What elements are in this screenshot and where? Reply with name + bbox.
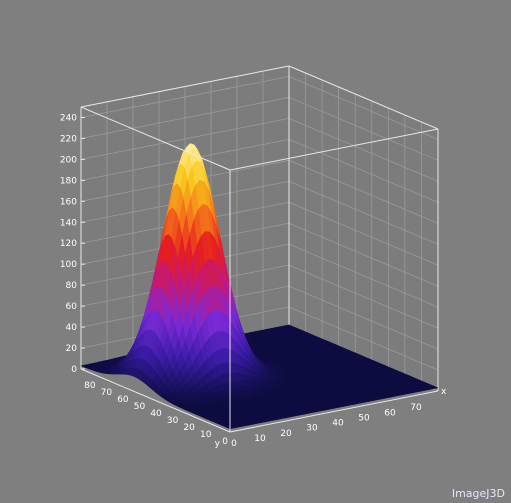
z-tick-label: 100 [60, 260, 77, 270]
back-wall-x [289, 66, 438, 391]
grid-line [288, 222, 439, 287]
y-tick-label: 40 [150, 409, 162, 419]
y-tick-label: 10 [200, 430, 212, 440]
z-tick-label: 200 [60, 155, 77, 165]
z-tick-label: 20 [66, 344, 78, 354]
grid-line [288, 264, 439, 329]
z-tick-label: 220 [60, 134, 77, 144]
z-tick-label: 40 [66, 323, 78, 333]
x-tick-label: 40 [332, 419, 344, 429]
surface-cell [226, 426, 236, 430]
grid-line [288, 243, 439, 308]
surface-layer [80, 143, 439, 430]
z-tick-label: 120 [60, 239, 77, 249]
y-tick-label: 30 [167, 416, 179, 426]
watermark: ImageJ3D [451, 487, 505, 500]
x-axis-label: x [441, 387, 447, 397]
box-edge [229, 128, 439, 171]
x-tick-label: 30 [306, 424, 318, 434]
y-tick-label: 60 [117, 395, 129, 405]
grid-line [288, 97, 439, 161]
y-tick-label: 70 [101, 388, 113, 398]
box-edge [229, 390, 439, 433]
x-tick-label: 10 [254, 434, 266, 444]
z-tick-label: 180 [60, 176, 77, 186]
grid-line [288, 285, 439, 350]
grid-line [288, 159, 439, 224]
y-tick-label: 50 [134, 402, 146, 412]
y-tick-label: 0 [222, 437, 228, 447]
box-edge [80, 106, 231, 171]
x-tick-label: 60 [384, 408, 396, 418]
x-tick-label: 70 [410, 403, 422, 413]
x-tick-label: 0 [231, 439, 237, 449]
box-edge [288, 65, 439, 130]
z-tick-label: 140 [60, 218, 77, 228]
grid-line [288, 76, 439, 140]
z-tick-label: 0 [71, 365, 77, 375]
x-tick-label: 50 [358, 413, 370, 423]
z-tick-label: 160 [60, 197, 77, 207]
front-layer [80, 106, 439, 433]
y-tick-label: 20 [183, 423, 195, 433]
grid-line [288, 201, 439, 266]
grid-line [288, 306, 439, 371]
z-tick-label: 60 [66, 302, 78, 312]
grid-line [288, 180, 439, 245]
z-tick-label: 80 [66, 281, 78, 291]
z-tick-label: 240 [60, 113, 77, 123]
grid-line [288, 138, 439, 203]
grid-line [288, 118, 439, 182]
y-tick-label: 80 [84, 381, 96, 391]
box-edge [80, 65, 290, 108]
y-axis-label: y [215, 439, 221, 449]
x-tick-label: 20 [280, 429, 292, 439]
box-edge [80, 368, 231, 433]
label-layer: 0204060801001201401601802002202400102030… [60, 113, 447, 449]
